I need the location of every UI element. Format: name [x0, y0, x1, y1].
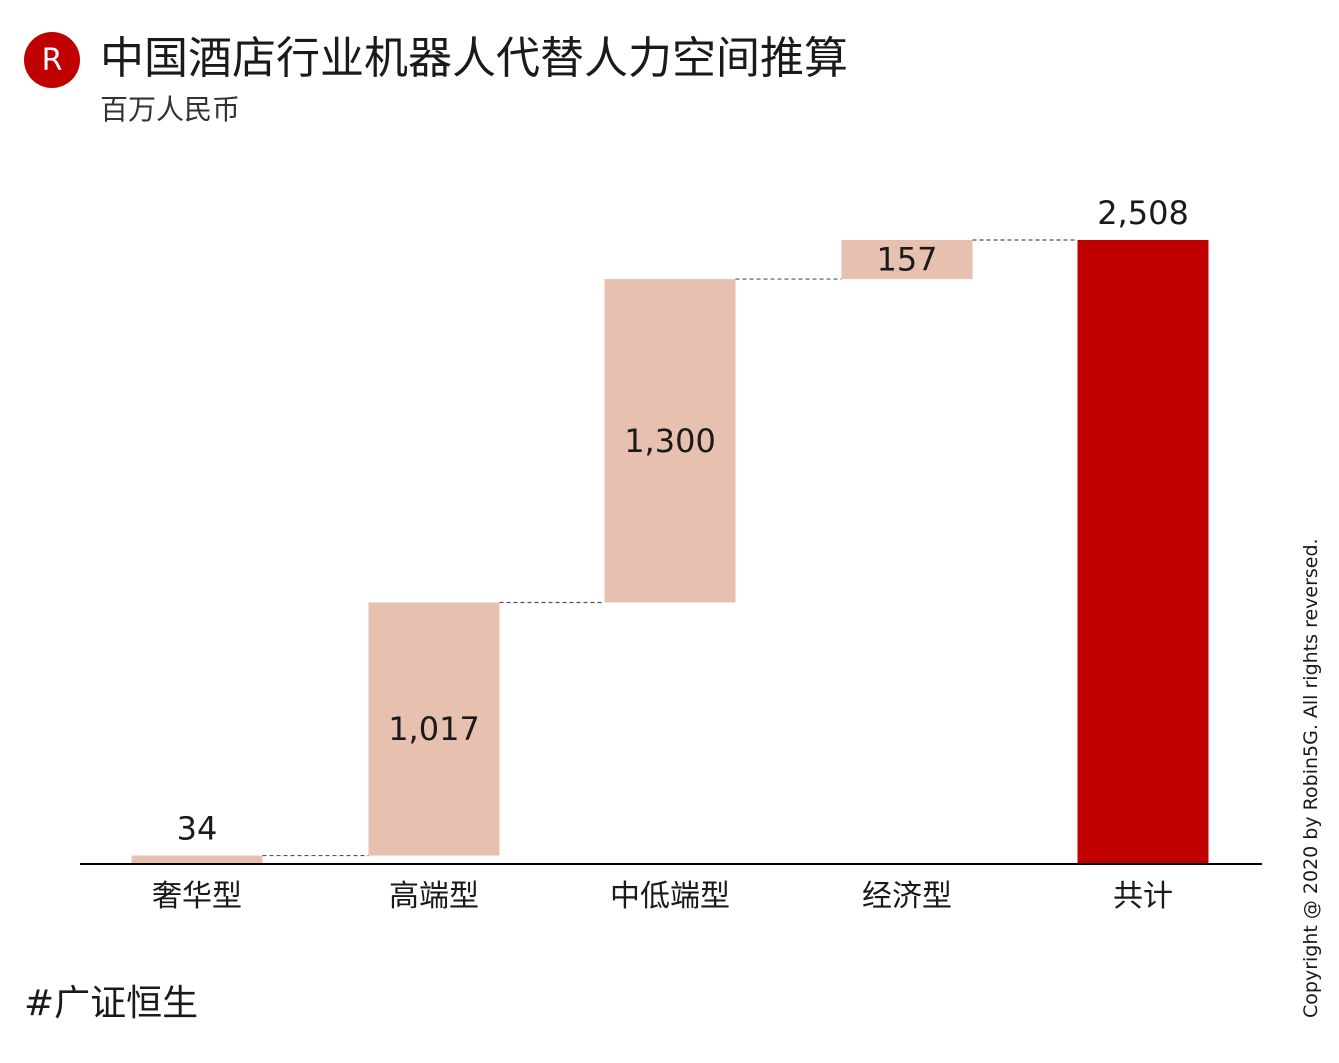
footer-hashtag: #广证恒生 [24, 983, 199, 1024]
category-label-4: 经济型 [862, 879, 952, 914]
bar-1 [131, 855, 263, 864]
category-label-2: 高端型 [389, 879, 479, 914]
data-label-5: 2,508 [1097, 194, 1189, 232]
data-label-4: 157 [876, 241, 937, 279]
bar-4 [841, 240, 973, 280]
category-label-3: 中低端型 [610, 879, 730, 914]
chart-subtitle: 百万人民币 [100, 93, 241, 126]
brand-logo: R [24, 32, 80, 88]
bar-2 [368, 602, 500, 856]
bar-3 [604, 279, 736, 603]
data-label-1: 34 [177, 810, 218, 848]
brand-logo-letter: R [41, 42, 63, 78]
data-label-2: 1,017 [388, 710, 480, 748]
category-label-1: 奢华型 [152, 879, 242, 914]
copyright-notice: Copyright @ 2020 by Robin5G. All rights … [1300, 538, 1322, 1018]
category-label-5: 共计 [1113, 879, 1173, 914]
chart-title: 中国酒店行业机器人代替人力空间推算 [100, 33, 848, 84]
bar-5 [1077, 240, 1209, 864]
data-label-3: 1,300 [624, 422, 716, 460]
